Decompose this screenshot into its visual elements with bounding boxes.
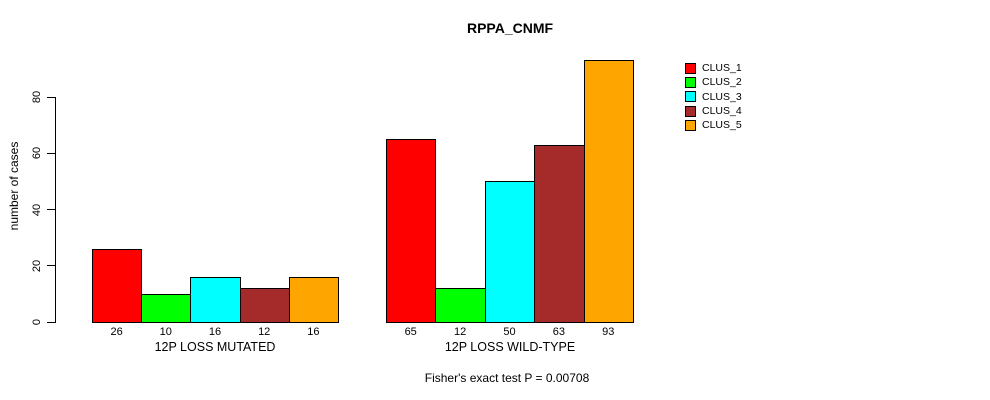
bar-value-label: 93 — [602, 326, 615, 338]
bar-clus_1-group2 — [386, 139, 437, 323]
legend-swatch — [685, 91, 696, 103]
legend-swatch — [685, 62, 696, 74]
legend-item-clus_1: CLUS_1 — [685, 61, 742, 75]
y-tick-label: 80 — [31, 90, 43, 104]
y-tick-label: 60 — [31, 147, 43, 160]
y-tick-label: 40 — [31, 203, 43, 216]
legend-swatch — [685, 119, 696, 131]
legend-label: CLUS_1 — [702, 62, 742, 75]
bar-clus_2-group2 — [435, 288, 486, 323]
bar-value-label: 50 — [503, 326, 516, 338]
group-label-wildtype: 12P LOSS WILD-TYPE — [444, 340, 576, 354]
bar-value-label: 16 — [208, 326, 222, 338]
bar-value-label: 65 — [404, 326, 417, 338]
bar-clus_5-group1 — [288, 277, 339, 323]
bar-value-label: 63 — [552, 326, 566, 338]
bar-clus_2-group1 — [141, 293, 192, 323]
footer-annotation: Fisher's exact test P = 0.00708 — [424, 371, 590, 385]
bar-clus_1-group1 — [92, 248, 143, 323]
y-tick-mark — [47, 152, 55, 154]
legend-swatch — [685, 76, 696, 88]
legend-item-clus_3: CLUS_3 — [685, 90, 742, 104]
y-axis-label: number of cases — [7, 141, 21, 231]
y-axis-line — [55, 97, 56, 323]
y-tick-mark — [47, 321, 55, 323]
legend-item-clus_2: CLUS_2 — [685, 75, 742, 89]
bar-clus_3-group1 — [190, 277, 241, 323]
legend: CLUS_1 CLUS_2 CLUS_3 CLUS_4 CLUS_5 — [685, 61, 742, 132]
legend-label: CLUS_4 — [702, 105, 742, 118]
bar-value-label: 12 — [258, 326, 271, 338]
y-tick-label: 20 — [31, 259, 43, 272]
bar-value-label: 16 — [307, 326, 320, 338]
bar-value-label: 12 — [453, 326, 467, 338]
y-tick-mark — [47, 96, 55, 98]
legend-swatch — [685, 105, 696, 117]
bar-clus_3-group2 — [484, 181, 536, 323]
legend-item-clus_5: CLUS_5 — [685, 118, 742, 132]
legend-item-clus_4: CLUS_4 — [685, 104, 742, 118]
bar-value-label: 26 — [110, 326, 123, 338]
legend-label: CLUS_3 — [702, 90, 742, 103]
bar-clus_4-group1 — [239, 288, 290, 323]
legend-label: CLUS_2 — [702, 76, 742, 89]
bar-clus_4-group2 — [534, 144, 585, 323]
y-tick-label: 0 — [31, 318, 43, 326]
bar-value-label: 10 — [159, 326, 172, 338]
chart-title: RPPA_CNMF — [466, 20, 554, 36]
y-tick-mark — [47, 265, 55, 267]
bar-clus_5-group2 — [583, 60, 634, 323]
legend-label: CLUS_5 — [702, 119, 742, 132]
group-label-mutated: 12P LOSS MUTATED — [154, 340, 276, 354]
y-tick-mark — [47, 209, 55, 210]
